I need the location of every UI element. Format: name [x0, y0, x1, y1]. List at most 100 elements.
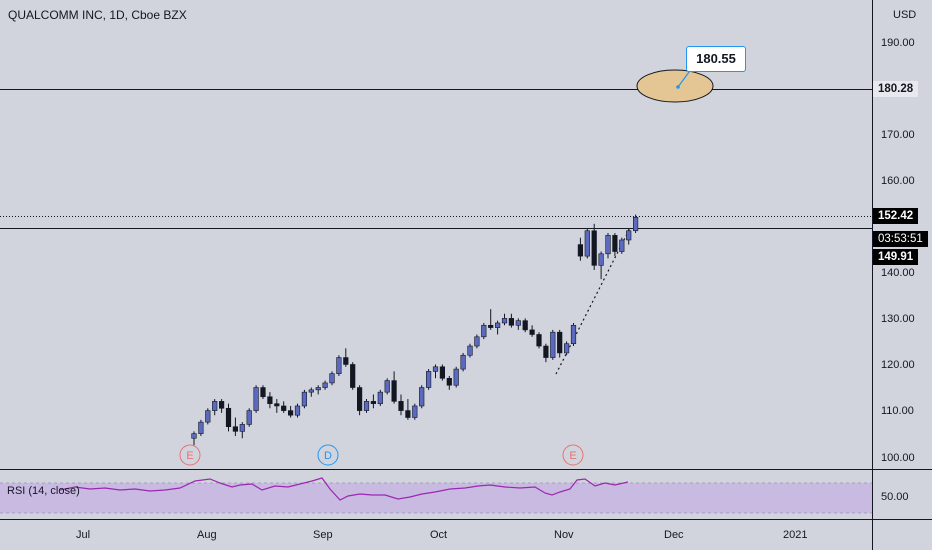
price-tick-100: 100.00 [881, 452, 915, 464]
rsi-indicator-label[interactable]: RSI (14, close) [7, 485, 80, 497]
candle-down[interactable] [591, 230, 597, 266]
candle-down[interactable] [287, 410, 294, 416]
candle-up[interactable] [212, 401, 218, 411]
candle-up[interactable] [515, 320, 521, 326]
earnings-marker-2[interactable]: E [562, 444, 584, 466]
candle-down[interactable] [405, 410, 411, 418]
candle-up[interactable] [481, 324, 487, 338]
candle-down[interactable] [398, 401, 404, 411]
candle-down[interactable] [343, 357, 349, 365]
candle-up[interactable] [584, 230, 590, 257]
time-tick-aug: Aug [197, 529, 217, 541]
candle-down[interactable] [281, 405, 287, 411]
candle-up[interactable] [191, 433, 197, 439]
candle-down[interactable] [232, 426, 239, 432]
trend-line[interactable] [555, 227, 631, 375]
candle-up[interactable] [494, 322, 501, 328]
candle-down[interactable] [543, 345, 549, 358]
candle-up[interactable] [570, 324, 577, 345]
candle-up[interactable] [384, 380, 390, 393]
candle-up[interactable] [605, 235, 611, 255]
candle-down[interactable] [439, 366, 446, 379]
candle-up[interactable] [501, 318, 508, 324]
candle-up[interactable] [550, 331, 556, 358]
candle-down[interactable] [536, 334, 542, 347]
support-price-tag[interactable]: 149.91 [873, 249, 919, 265]
time-tick-oct: Oct [430, 529, 448, 541]
candle-up[interactable] [294, 405, 301, 416]
candle-up[interactable] [425, 371, 432, 388]
candle-up[interactable] [315, 387, 321, 391]
candle-down[interactable] [391, 380, 397, 402]
candle-up[interactable] [253, 387, 259, 411]
price-tick-120: 120.00 [881, 359, 915, 371]
price-callout[interactable]: 180.55 [686, 46, 746, 72]
resistance-price-tag[interactable]: 180.28 [873, 81, 919, 97]
candle-down[interactable] [508, 318, 515, 326]
candle-up[interactable] [563, 343, 570, 354]
candle-up[interactable] [598, 253, 604, 266]
candle-up[interactable] [453, 368, 459, 386]
candle-down[interactable] [274, 403, 280, 407]
candle-up[interactable] [301, 391, 308, 407]
candle-down[interactable] [529, 329, 535, 335]
candle-up[interactable] [308, 389, 314, 393]
candle-up[interactable] [363, 401, 370, 411]
candle-up[interactable] [632, 216, 639, 232]
rsi-band [0, 483, 872, 513]
chart-title[interactable]: QUALCOMM INC, 1D, Cboe BZX [8, 8, 187, 22]
candle-down[interactable] [260, 387, 266, 398]
candle-down[interactable] [350, 364, 356, 388]
price-tick-170: 170.00 [881, 129, 915, 141]
candle-down[interactable] [488, 324, 494, 328]
dividend-marker-label: D [324, 450, 332, 462]
candle-up[interactable] [239, 424, 245, 432]
candle-up[interactable] [419, 387, 425, 407]
price-tick-140: 140.00 [881, 267, 915, 279]
candle-down[interactable] [577, 244, 583, 257]
candle-down[interactable] [612, 235, 618, 252]
price-tick-160: 160.00 [881, 175, 915, 187]
candle-down[interactable] [522, 320, 528, 331]
candle-up[interactable] [432, 366, 439, 372]
candle-down[interactable] [219, 401, 225, 409]
candle-up[interactable] [246, 410, 252, 425]
candle-down[interactable] [446, 378, 452, 386]
candle-down[interactable] [370, 401, 377, 404]
candles-group[interactable] [191, 214, 639, 446]
candle-up[interactable] [474, 336, 480, 347]
earnings-marker-2-label: E [569, 450, 576, 462]
candle-down[interactable] [267, 396, 273, 404]
candle-up[interactable] [626, 230, 632, 241]
price-tick-190: 190.00 [881, 37, 915, 49]
callout-anchor [676, 85, 680, 89]
rsi-line [59, 477, 629, 501]
candle-up[interactable] [619, 239, 625, 252]
dividend-marker[interactable]: D [317, 444, 339, 466]
candle-up[interactable] [336, 357, 342, 374]
candle-up[interactable] [329, 373, 335, 384]
candle-up[interactable] [412, 405, 418, 418]
earnings-marker-1[interactable]: E [179, 444, 201, 466]
candle-up[interactable] [205, 410, 211, 423]
target-ellipse[interactable] [636, 69, 714, 103]
candle-up[interactable] [377, 391, 383, 404]
candle-down[interactable] [356, 387, 363, 411]
candle-up[interactable] [460, 354, 466, 370]
bar-countdown-tag: 03:53:51 [873, 231, 928, 247]
candle-down[interactable] [557, 331, 563, 354]
time-tick-nov: Nov [554, 529, 574, 541]
time-tick-sep: Sep [313, 529, 333, 541]
price-tick-130: 130.00 [881, 313, 915, 325]
last-price-tag[interactable]: 152.42 [873, 208, 919, 224]
candle-down[interactable] [225, 407, 232, 428]
candle-up[interactable] [198, 421, 204, 434]
rsi-tick-50: 50.00 [881, 491, 909, 503]
candle-up[interactable] [467, 345, 473, 356]
currency-label[interactable]: USD [893, 9, 917, 21]
candle-up[interactable] [322, 382, 328, 388]
price-tick-110: 110.00 [881, 405, 914, 417]
time-tick-dec: Dec [664, 529, 684, 541]
